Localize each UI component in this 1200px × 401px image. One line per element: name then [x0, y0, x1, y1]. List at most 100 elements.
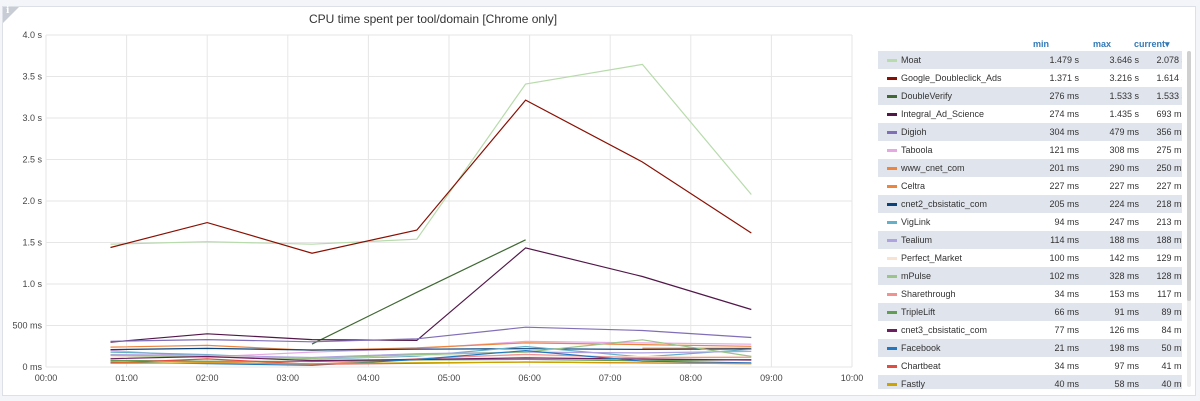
legend-row[interactable]: TripleLift 66 ms 91 ms 89 ms [878, 303, 1182, 321]
legend-current-value: 275 ms [1156, 145, 1182, 155]
legend-swatch[interactable] [887, 167, 897, 170]
legend-swatch[interactable] [887, 383, 897, 386]
legend-row[interactable]: DoubleVerify 276 ms 1.533 s 1.533 s [878, 87, 1182, 105]
legend-row[interactable]: Taboola 121 ms 308 ms 275 ms [878, 141, 1182, 159]
legend-current-value: 2.078 s [1156, 55, 1182, 65]
legend-row[interactable]: mPulse 102 ms 328 ms 128 ms [878, 267, 1182, 285]
chart-title[interactable]: CPU time spent per tool/domain [Chrome o… [308, 12, 558, 26]
legend-row[interactable]: Digioh 304 ms 479 ms 356 ms [878, 123, 1182, 141]
legend-row[interactable]: VigLink 94 ms 247 ms 213 ms [878, 213, 1182, 231]
legend-series-name[interactable]: Facebook [901, 343, 941, 353]
panel-info-corner[interactable] [3, 7, 19, 23]
legend-min-value: 21 ms [1054, 343, 1079, 353]
legend-series-name[interactable]: Sharethrough [901, 289, 956, 299]
legend-series-name[interactable]: cnet2_cbsistatic_com [901, 199, 988, 209]
legend-current-value: 250 ms [1156, 163, 1182, 173]
legend-row[interactable]: Celtra 227 ms 227 ms 227 ms [878, 177, 1182, 195]
legend-col-current[interactable]: current▾ [1134, 39, 1170, 50]
series-line [110, 247, 752, 343]
info-icon[interactable]: i [6, 6, 10, 16]
series-line [311, 239, 526, 345]
legend-swatch[interactable] [887, 329, 897, 332]
legend-max-value: 153 ms [1109, 289, 1139, 299]
legend-series-name[interactable]: mPulse [901, 271, 932, 281]
legend-min-value: 94 ms [1054, 217, 1079, 227]
legend-current-value: 128 ms [1156, 271, 1182, 281]
legend-row[interactable]: Chartbeat 34 ms 97 ms 41 ms [878, 357, 1182, 375]
legend-series-name[interactable]: Chartbeat [901, 361, 941, 371]
legend-col-min[interactable]: min [1033, 39, 1050, 49]
x-tick-label: 08:00 [680, 373, 703, 383]
legend-min-value: 304 ms [1049, 127, 1079, 137]
legend-swatch[interactable] [887, 293, 897, 296]
legend-swatch[interactable] [887, 365, 897, 368]
legend-swatch[interactable] [887, 203, 897, 206]
legend-row[interactable]: Fastly 40 ms 58 ms 40 ms [878, 375, 1182, 389]
legend-swatch[interactable] [887, 311, 897, 314]
legend-swatch[interactable] [887, 149, 897, 152]
legend-swatch[interactable] [887, 257, 897, 260]
legend-swatch[interactable] [887, 347, 897, 350]
legend-series-name[interactable]: cnet3_cbsistatic_com [901, 325, 988, 335]
legend-row[interactable]: Perfect_Market 100 ms 142 ms 129 ms [878, 249, 1182, 267]
y-tick-label: 3.5 s [22, 72, 42, 82]
y-tick-label: 1.0 s [22, 279, 42, 289]
series-line [110, 353, 752, 365]
legend-scrollbar[interactable] [1187, 51, 1191, 387]
legend-row[interactable]: Sharethrough 34 ms 153 ms 117 ms [878, 285, 1182, 303]
legend-min-value: 205 ms [1049, 199, 1079, 209]
y-tick-label: 2.0 s [22, 196, 42, 206]
legend-series-name[interactable]: Tealium [901, 235, 933, 245]
legend-series-name[interactable]: Taboola [901, 145, 933, 155]
legend-swatch[interactable] [887, 131, 897, 134]
legend-row[interactable]: Tealium 114 ms 188 ms 188 ms [878, 231, 1182, 249]
legend-min-value: 40 ms [1054, 379, 1079, 389]
legend-max-value: 142 ms [1109, 253, 1139, 263]
legend-col-max[interactable]: max [1093, 39, 1112, 49]
legend-min-value: 227 ms [1049, 181, 1079, 191]
legend-row[interactable]: Google_Doubleclick_Ads 1.371 s 3.216 s 1.61… [878, 69, 1182, 87]
legend-row[interactable]: www_cnet_com 201 ms 290 ms 250 ms [878, 159, 1182, 177]
y-tick-label: 1.5 s [22, 238, 42, 248]
legend-max-value: 1.533 s [1109, 91, 1139, 101]
legend-series-name[interactable]: Perfect_Market [901, 253, 963, 263]
legend-current-value: 89 ms [1161, 307, 1182, 317]
legend-series-name[interactable]: www_cnet_com [901, 163, 965, 173]
legend-series-name[interactable]: Integral_Ad_Science [901, 109, 985, 119]
legend-max-value: 188 ms [1109, 235, 1139, 245]
y-tick-label: 3.0 s [22, 113, 42, 123]
legend-series-name[interactable]: Celtra [901, 181, 926, 191]
legend-series-name[interactable]: Digioh [901, 127, 927, 137]
legend-series-name[interactable]: VigLink [901, 217, 931, 227]
legend-row[interactable]: Moat 1.479 s 3.646 s 2.078 s [878, 51, 1182, 69]
legend-swatch[interactable] [887, 77, 897, 80]
legend-max-value: 3.216 s [1109, 73, 1139, 83]
legend-row[interactable]: Facebook 21 ms 198 ms 50 ms [878, 339, 1182, 357]
legend-series-name[interactable]: TripleLift [901, 307, 936, 317]
series-line [110, 350, 752, 359]
legend-swatch[interactable] [887, 275, 897, 278]
legend-max-value: 479 ms [1109, 127, 1139, 137]
legend-row[interactable]: Integral_Ad_Science 274 ms 1.435 s 693 ms [878, 105, 1182, 123]
x-tick-label: 03:00 [277, 373, 300, 383]
series-line [110, 326, 752, 343]
legend-swatch[interactable] [887, 221, 897, 224]
legend-series-name[interactable]: DoubleVerify [901, 91, 953, 101]
legend-row[interactable]: cnet2_cbsistatic_com 205 ms 224 ms 218 ms [878, 195, 1182, 213]
legend-row[interactable]: cnet3_cbsistatic_com 77 ms 126 ms 84 ms [878, 321, 1182, 339]
legend-swatch[interactable] [887, 59, 897, 62]
legend-swatch[interactable] [887, 239, 897, 242]
legend-series-name[interactable]: Google_Doubleclick_Ads [901, 73, 1002, 83]
legend-series-name[interactable]: Fastly [901, 379, 926, 389]
legend-scrollbar-thumb[interactable] [1187, 51, 1191, 301]
legend-swatch[interactable] [887, 95, 897, 98]
legend-swatch[interactable] [887, 185, 897, 188]
line-chart: 00:00 01:00 02:00 03:00 04:00 05:00 06:00 07:00… [12, 30, 863, 383]
legend-min-value: 274 ms [1049, 109, 1079, 119]
y-tick-label: 4.0 s [22, 30, 42, 40]
legend-swatch[interactable] [887, 113, 897, 116]
legend-series-name[interactable]: Moat [901, 55, 922, 65]
legend-current-value: 356 ms [1156, 127, 1182, 137]
legend-current-value: 213 ms [1156, 217, 1182, 227]
x-tick-label: 10:00 [841, 373, 863, 383]
